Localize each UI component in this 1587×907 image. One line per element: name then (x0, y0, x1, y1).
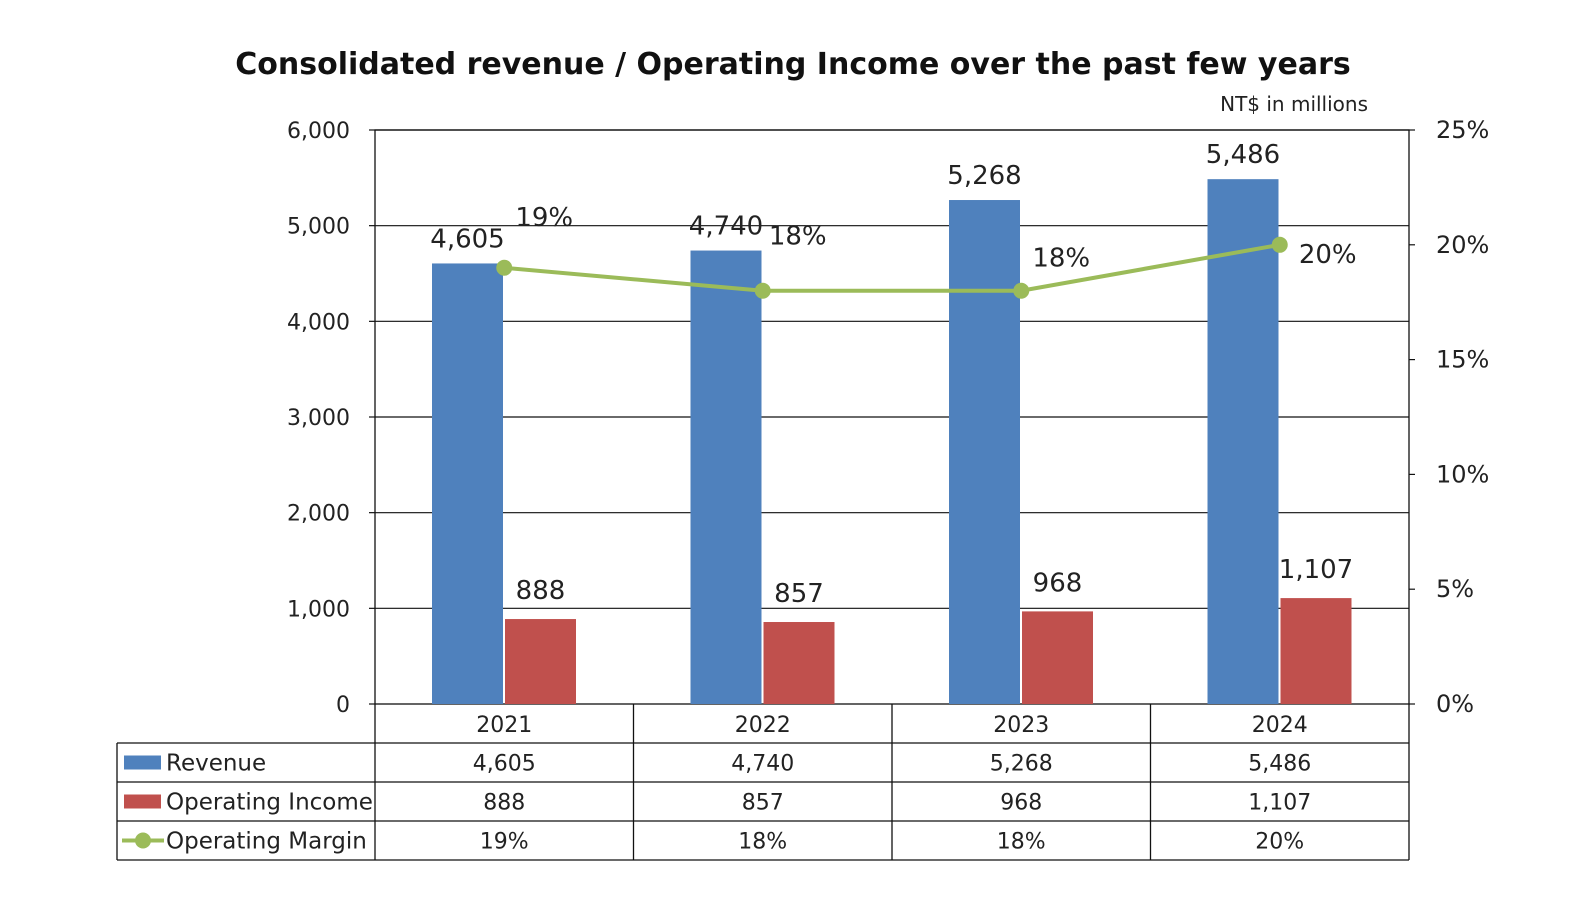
table-cell: 4,605 (473, 752, 536, 777)
bar-revenue (691, 251, 762, 704)
bar-operating-income (1281, 598, 1352, 704)
legend-key (124, 756, 161, 770)
data-label: 4,605 (430, 224, 504, 254)
y-left-tick-label: 0 (336, 693, 350, 718)
data-label: 5,486 (1206, 140, 1280, 170)
table-cell: 888 (483, 791, 525, 816)
margin-data-label: 18% (1032, 244, 1090, 274)
table-cell: 5,268 (990, 752, 1053, 777)
table-cell: 5,486 (1248, 752, 1311, 777)
y-left-tick-label: 4,000 (287, 310, 350, 335)
margin-data-label: 18% (769, 222, 827, 252)
table-cell: 18% (738, 830, 787, 855)
x-tick-label: 2023 (993, 713, 1049, 738)
y-right-tick-label: 0% (1436, 690, 1474, 718)
table-cell: 20% (1255, 830, 1304, 855)
x-tick-label: 2024 (1252, 713, 1308, 738)
chart: Consolidated revenue / Operating Income … (0, 0, 1587, 907)
legend-key (124, 795, 161, 809)
y-left-tick-label: 1,000 (287, 597, 350, 622)
x-tick-label: 2021 (476, 713, 532, 738)
y-right-tick-label: 25% (1436, 116, 1489, 144)
y-left-tick-label: 2,000 (287, 502, 350, 527)
legend-label: Operating Income (166, 790, 373, 816)
table-cell: 968 (1000, 791, 1042, 816)
legend-label: Revenue (166, 751, 266, 777)
bar-operating-income (505, 619, 576, 704)
data-label: 4,740 (689, 212, 763, 242)
table-cell: 18% (997, 830, 1046, 855)
table-cell: 1,107 (1248, 791, 1311, 816)
bar-operating-income (764, 622, 835, 704)
data-label: 857 (774, 579, 824, 609)
y-right-tick-label: 20% (1436, 231, 1489, 259)
table-cell: 4,740 (731, 752, 794, 777)
y-right-tick-label: 10% (1436, 460, 1489, 488)
bar-operating-income (1022, 611, 1093, 704)
units-note: NT$ in millions (1220, 92, 1368, 116)
data-label: 968 (1033, 568, 1083, 598)
operating-margin-point (755, 283, 771, 299)
operating-margin-point (1013, 283, 1029, 299)
legend-key-marker (135, 833, 151, 849)
margin-data-label: 19% (515, 203, 573, 233)
chart-title: Consolidated revenue / Operating Income … (235, 47, 1350, 82)
table-cell: 857 (742, 791, 784, 816)
y-left-tick-label: 3,000 (287, 406, 350, 431)
x-tick-label: 2022 (735, 713, 791, 738)
operating-margin-point (1272, 237, 1288, 253)
bar-revenue (949, 200, 1020, 704)
y-left-tick-label: 6,000 (287, 119, 350, 144)
legend-label: Operating Margin (166, 829, 367, 855)
y-left-tick-label: 5,000 (287, 215, 350, 240)
y-right-tick-label: 5% (1436, 575, 1474, 603)
data-label: 888 (516, 576, 566, 606)
bar-revenue (432, 263, 503, 704)
operating-margin-line (504, 245, 1280, 291)
margin-data-label: 20% (1299, 240, 1357, 270)
data-label: 1,107 (1279, 555, 1353, 585)
table-cell: 19% (480, 830, 529, 855)
operating-margin-point (496, 260, 512, 276)
bar-revenue (1208, 179, 1279, 704)
y-right-tick-label: 15% (1436, 346, 1489, 374)
data-label: 5,268 (947, 161, 1021, 191)
